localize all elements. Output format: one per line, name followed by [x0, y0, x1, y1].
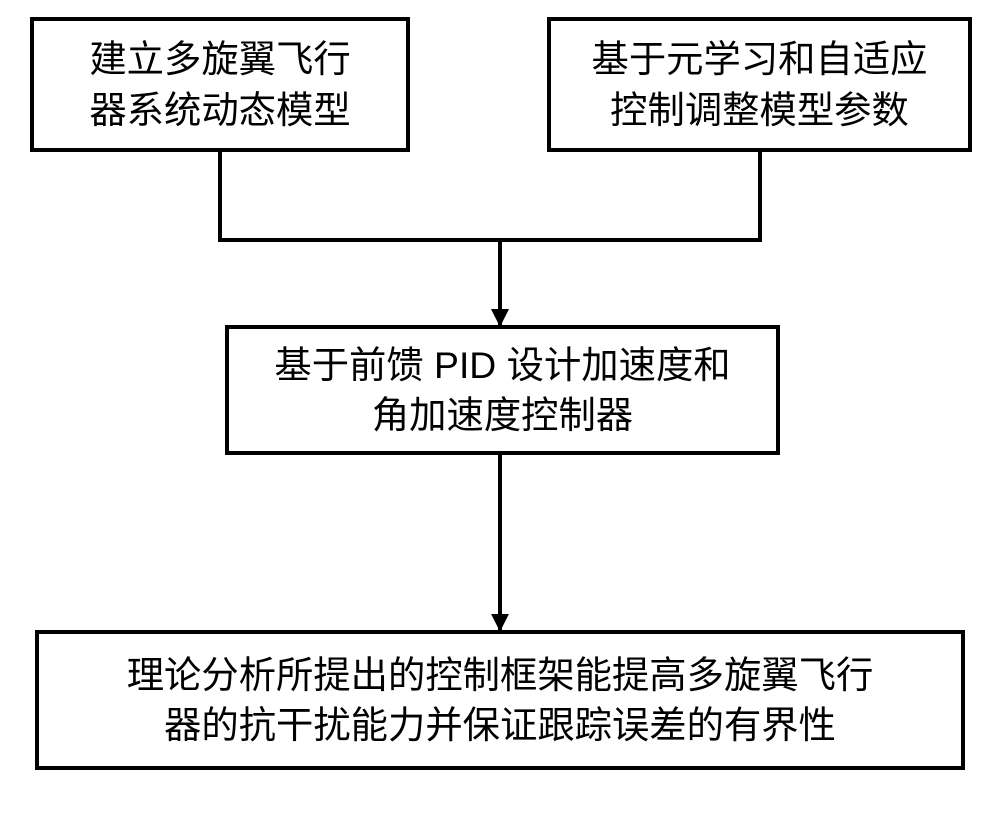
node-build-dynamic-model: 建立多旋翼飞行 器系统动态模型: [30, 17, 410, 152]
node-text-line1: 基于前馈 PID 设计加速度和: [274, 344, 730, 386]
flowchart-canvas: 建立多旋翼飞行 器系统动态模型 基于元学习和自适应 控制调整模型参数 基于前馈 …: [0, 0, 1000, 813]
node-text-line2: 器系统动态模型: [89, 89, 350, 131]
edge-n1-to-n3: [220, 152, 500, 325]
node-text-line1: 理论分析所提出的控制框架能提高多旋翼飞行: [127, 654, 874, 696]
edge-n2-to-n3: [500, 152, 760, 325]
node-theory-analysis-result: 理论分析所提出的控制框架能提高多旋翼飞行 器的抗干扰能力并保证跟踪误差的有界性: [35, 630, 965, 770]
node-text-line1: 建立多旋翼飞行: [89, 38, 350, 80]
node-text-line2: 器的抗干扰能力并保证跟踪误差的有界性: [164, 704, 836, 746]
node-meta-learning-adaptive: 基于元学习和自适应 控制调整模型参数: [547, 17, 972, 152]
node-text-line1: 基于元学习和自适应: [592, 38, 928, 80]
node-text-line2: 控制调整模型参数: [610, 89, 909, 131]
node-text-line2: 角加速度控制器: [372, 394, 633, 436]
node-feedforward-pid-controller: 基于前馈 PID 设计加速度和 角加速度控制器: [225, 325, 780, 455]
